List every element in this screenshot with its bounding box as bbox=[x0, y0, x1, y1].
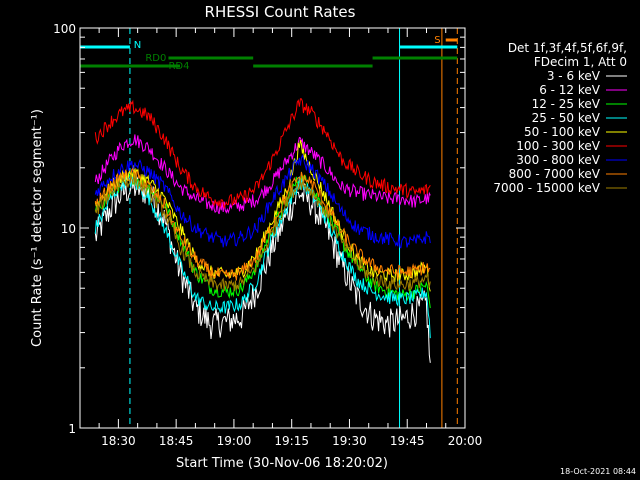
x-tick-label-0: 18:30 bbox=[101, 434, 136, 448]
legend-label-3: 25 - 50 keV bbox=[532, 111, 601, 125]
series-line-6 bbox=[94, 154, 431, 249]
x-tick-label-1: 18:45 bbox=[159, 434, 194, 448]
x-tick-label-3: 19:15 bbox=[274, 434, 309, 448]
legend-header-line-2: FDecim 1, Att 0 bbox=[534, 55, 627, 69]
x-tick-label-5: 19:45 bbox=[390, 434, 425, 448]
y-tick-label-1: 10 bbox=[61, 222, 76, 236]
x-axis: 18:30 18:45 19:00 19:15 19:30 19:45 20:00 bbox=[98, 28, 483, 448]
legend-label-5: 100 - 300 keV bbox=[516, 139, 600, 153]
timestamp: 18-Oct-2021 08:44 bbox=[560, 467, 636, 476]
x-axis-label: Start Time (30-Nov-06 18:20:02) bbox=[176, 456, 388, 471]
series-line-5 bbox=[94, 98, 431, 209]
legend-label-4: 50 - 100 keV bbox=[524, 125, 601, 139]
state-bar-label-7: RD4 bbox=[168, 61, 189, 72]
x-tick-label-6: 20:00 bbox=[448, 434, 483, 448]
legend-header-line-1: Det 1f,3f,4f,5f,6f,9f, bbox=[508, 41, 627, 55]
y-axis: 1 10 100 bbox=[53, 22, 465, 436]
state-bar-label-2: S bbox=[434, 35, 440, 46]
series-line-1 bbox=[94, 134, 431, 215]
legend: Det 1f,3f,4f,5f,6f,9f, FDecim 1, Att 0 3… bbox=[493, 41, 627, 195]
legend-label-1: 6 - 12 keV bbox=[539, 83, 601, 97]
x-tick-label-4: 19:30 bbox=[332, 434, 367, 448]
x-tick-label-2: 19:00 bbox=[217, 434, 252, 448]
series-line-7 bbox=[94, 167, 431, 281]
y-tick-label-2: 100 bbox=[53, 22, 76, 36]
series-line-3 bbox=[94, 174, 431, 339]
legend-label-6: 300 - 800 keV bbox=[516, 153, 600, 167]
legend-label-7: 800 - 7000 keV bbox=[509, 167, 601, 181]
state-bar-label-0: N bbox=[134, 40, 141, 51]
series-layer bbox=[94, 98, 431, 363]
series-line-8 bbox=[94, 172, 431, 292]
chart-title: RHESSI Count Rates bbox=[205, 3, 356, 21]
legend-label-2: 12 - 25 keV bbox=[532, 97, 601, 111]
legend-label-0: 3 - 6 keV bbox=[547, 69, 601, 83]
y-tick-label-0: 1 bbox=[68, 422, 76, 436]
y-axis-label: Count Rate (s⁻¹ detector segment⁻¹) bbox=[30, 109, 45, 347]
state-bar-label-3: RD0 bbox=[145, 53, 166, 64]
legend-label-8: 7000 - 15000 keV bbox=[493, 181, 600, 195]
